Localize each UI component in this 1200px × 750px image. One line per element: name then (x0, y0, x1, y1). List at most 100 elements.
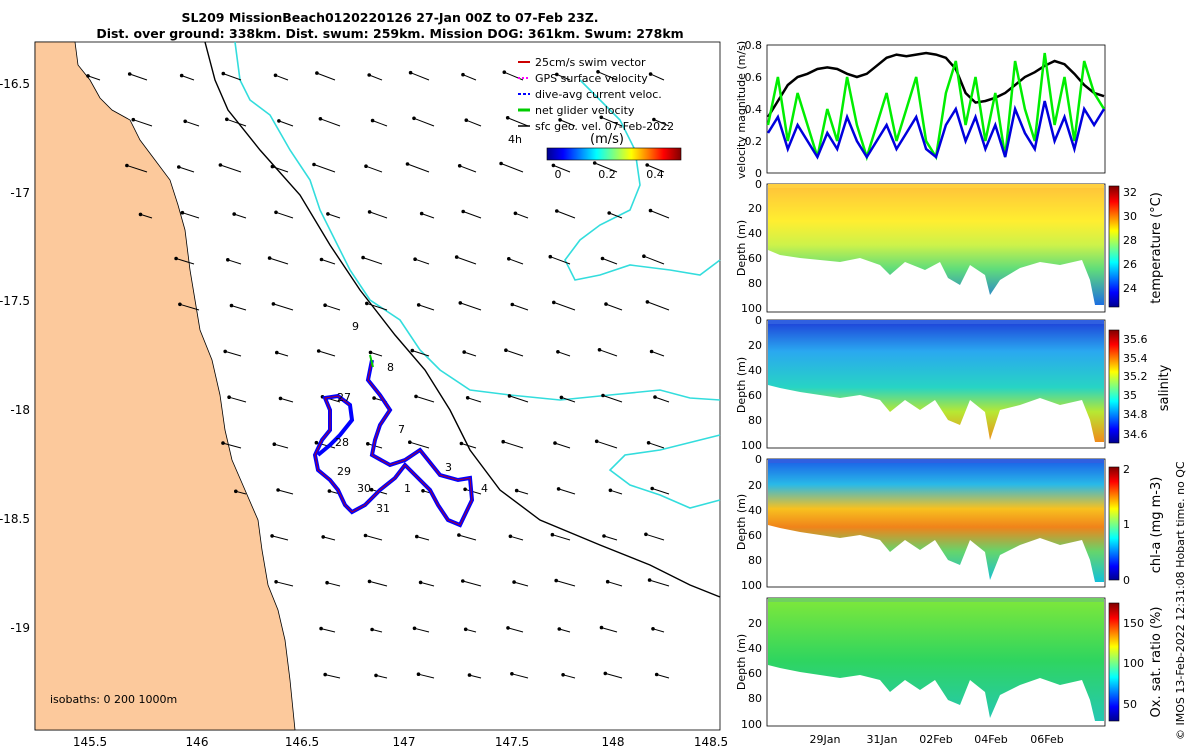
current-vector-head-131 (412, 626, 417, 631)
current-vector-head-71 (223, 349, 227, 354)
current-vector-50 (227, 259, 242, 265)
map-ytick-18-5: -18.5 (0, 512, 30, 526)
current-vector-90 (654, 396, 670, 403)
current-vector-head-56 (507, 257, 511, 261)
oxy-ctick-50: 50 (1123, 698, 1137, 711)
vel-ytick-0-6: 0.6 (745, 71, 763, 84)
current-vector-62 (273, 303, 294, 311)
current-vector-head-30 (364, 164, 368, 168)
current-vector-26 (178, 166, 195, 173)
map-xtick-147-5: 147.5 (495, 735, 529, 749)
current-vector-head-43 (419, 211, 424, 216)
current-vector-head-137 (323, 672, 328, 677)
colorbar-tick-2: 0.4 (646, 168, 664, 181)
current-vector-74 (370, 351, 383, 357)
current-vector-head-70 (645, 300, 650, 304)
current-vector-head-14 (183, 119, 187, 124)
current-vector-56 (508, 258, 524, 265)
colorbar-tick-0: 0 (555, 168, 562, 181)
time-axis-ticks: 29Jan 31Jan 02Feb 04Feb 06Feb (810, 733, 1064, 746)
oxy-ytick-40: 40 (748, 642, 762, 655)
current-vector-126 (556, 580, 576, 587)
map-ytick-19: -19 (10, 621, 30, 635)
current-vector-15 (226, 118, 247, 127)
chl-ctick-2: 2 (1123, 463, 1130, 476)
current-vector-96 (461, 443, 477, 449)
current-vector-head-11 (596, 70, 600, 74)
temp-ctick-28: 28 (1123, 234, 1137, 247)
current-vector-head-94 (366, 442, 370, 446)
day-label-9: 9 (352, 320, 359, 333)
imos-credit: © IMOS 13-Feb-2022 12:31:08 Hobart time.… (1174, 461, 1187, 740)
sal-ytick-40: 40 (748, 364, 762, 377)
current-vector-79 (599, 349, 618, 357)
chlorophyll-field (768, 460, 1104, 582)
chl-ytick-60: 60 (748, 529, 762, 542)
time-tick-29jan: 29Jan (810, 733, 841, 746)
map-xtick-145-5: 145.5 (73, 735, 107, 749)
current-vector-head-134 (557, 627, 562, 631)
current-vector-64 (366, 302, 388, 311)
current-vector-134 (559, 628, 571, 633)
current-vector-30 (365, 165, 383, 173)
chlorophyll-colorbar (1108, 466, 1120, 581)
current-vector-99 (596, 440, 618, 449)
current-vector-head-68 (552, 300, 556, 305)
current-vector-head-50 (226, 258, 230, 262)
temp-ytick-80: 80 (748, 277, 762, 290)
current-vector-16 (278, 120, 294, 127)
current-vector-head-42 (367, 210, 372, 214)
current-vector-59 (643, 255, 665, 265)
velocity-panel: 0.8 0.6 0.4 0.2 0 velocity magnitude (m/… (735, 39, 1106, 180)
current-vector-109 (610, 489, 623, 495)
legend-gps-velocity: GPS surface velocity (535, 72, 648, 85)
current-vector-77 (505, 349, 524, 357)
current-vector-head-120 (274, 580, 278, 584)
vel-ytick-0-4: 0.4 (745, 103, 763, 116)
current-vector-6 (369, 74, 383, 81)
current-vector-head-141 (510, 672, 514, 676)
current-vector-40 (275, 211, 294, 219)
current-vector-135 (601, 627, 618, 633)
current-vector-28 (272, 166, 289, 173)
surface-current-vectors (86, 70, 670, 679)
current-vector-35 (594, 162, 618, 173)
current-vector-head-5 (315, 71, 319, 75)
current-vector-13 (133, 119, 153, 127)
chlorophyll-ylabel: Depth (m) (735, 494, 748, 550)
current-vector-47 (609, 212, 623, 219)
current-vector-19 (413, 117, 435, 127)
current-vector-60 (179, 303, 200, 311)
current-vector-131 (414, 627, 430, 633)
track-day-labels: 9 8 27 7 28 3 29 1 4 30 31 (335, 320, 488, 515)
current-vector-head-88 (559, 395, 564, 400)
current-vector-114 (416, 536, 430, 541)
current-vector-head-15 (225, 117, 229, 122)
current-vector-head-97 (501, 439, 506, 444)
temperature-colorbar (1108, 185, 1120, 308)
current-vector-head-16 (277, 119, 281, 123)
current-vector-head-32 (457, 164, 462, 168)
current-vector-head-116 (508, 534, 513, 539)
oxygen-field (768, 599, 1104, 721)
current-vector-10 (556, 73, 571, 81)
current-vector-69 (605, 303, 623, 311)
current-vector-head-139 (416, 672, 421, 676)
current-vector-48 (650, 210, 670, 219)
temp-ytick-0: 0 (755, 178, 762, 191)
salinity-colorbar (1108, 329, 1120, 444)
oxy-ytick-80: 80 (748, 692, 762, 705)
speed-colorbar (546, 147, 682, 161)
isobath-200-line (204, 41, 721, 598)
isobath-1000-north (564, 79, 721, 281)
legend-dive-current: dive-avg current veloc. (535, 88, 662, 101)
current-vector-head-74 (368, 350, 373, 355)
current-vector-head-119 (644, 532, 648, 537)
temp-ctick-30: 30 (1123, 210, 1137, 223)
current-vector-head-106 (463, 487, 467, 492)
map-x-ticks: 145.5 146 146.5 147 147.5 148 148.5 (73, 735, 728, 749)
day-label-3: 3 (445, 461, 452, 474)
current-vector-head-37 (138, 212, 143, 217)
current-vector-122 (369, 580, 388, 587)
oxygen-surface-dots (768, 598, 1104, 602)
